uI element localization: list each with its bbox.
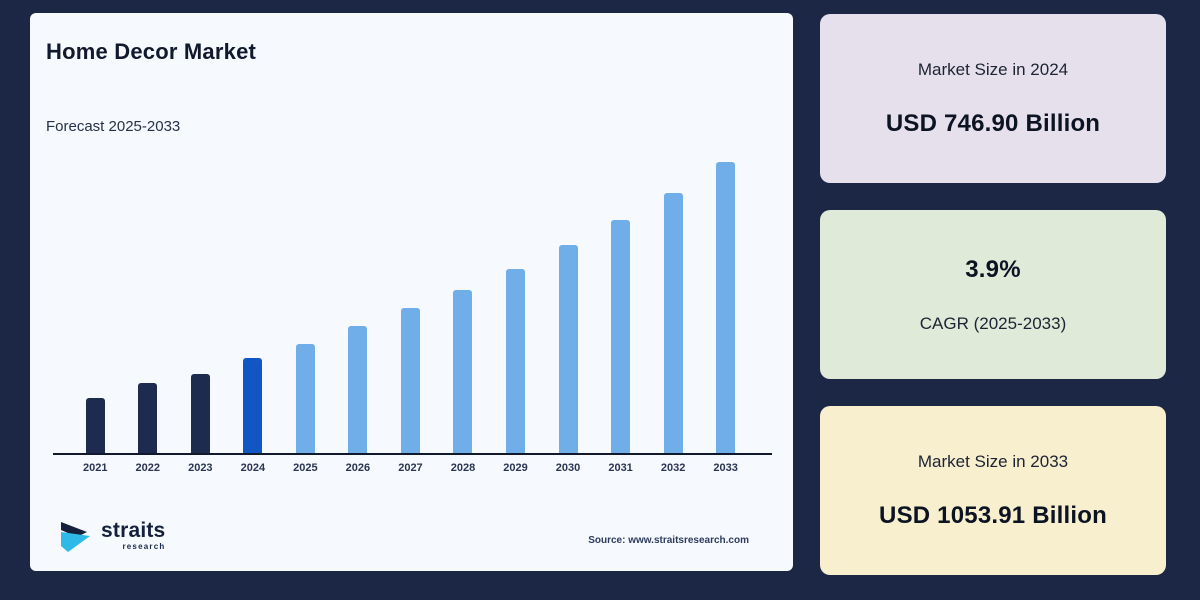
bar-column: 2022: [122, 153, 175, 474]
cagr-card: 3.9% CAGR (2025-2033): [820, 210, 1166, 379]
stat-label: CAGR (2025-2033): [919, 313, 1067, 333]
bar-column: 2021: [69, 153, 122, 474]
bar-2029: [506, 269, 526, 453]
bar-2022: [138, 383, 158, 453]
bar-chart: 2021 2022 2023 2024 2025 2026 2027 2028 2029 2030…: [53, 153, 772, 474]
stat-label: Market Size in 2024: [917, 59, 1069, 79]
bar-2027: [400, 308, 420, 453]
year-label: 2031: [608, 462, 633, 474]
bar-column: 2025: [279, 153, 332, 474]
year-label: 2023: [188, 462, 213, 474]
bar-column: 2029: [489, 153, 542, 474]
year-label: 2024: [240, 462, 266, 474]
bar-column: 2031: [594, 153, 647, 474]
year-label: 2025: [293, 462, 318, 474]
bar-column: 2033: [699, 153, 752, 474]
year-label: 2027: [398, 462, 423, 474]
year-label: 2028: [450, 462, 476, 474]
year-label: 2021: [83, 462, 108, 474]
stat-value: 3.9%: [965, 255, 1021, 283]
bar-column: 2027: [384, 153, 437, 474]
bar-2033: [716, 162, 736, 453]
bar-2021: [85, 398, 105, 453]
bar-2023: [190, 374, 210, 453]
stat-value: USD 746.90 Billion: [885, 109, 1101, 137]
source-text: Source: www.straitsresearch.com: [588, 535, 749, 546]
logo-text: straits research: [101, 520, 165, 551]
stat-label: Market Size in 2033: [917, 451, 1069, 471]
bar-column: 2028: [437, 153, 490, 474]
bar-2025: [295, 344, 315, 453]
straits-research-logo: straits research: [56, 515, 165, 555]
logo-arrow-icon: [56, 515, 96, 555]
bar-2024: [243, 358, 263, 453]
year-label: 2033: [713, 462, 738, 474]
stat-cards-column: Market Size in 2024 USD 746.90 Billion 3…: [820, 14, 1166, 602]
page-title: Home Decor Market: [46, 39, 257, 64]
bar-chart-bars: 2021 2022 2023 2024 2025 2026 2027 2028 2029 2030…: [69, 153, 752, 474]
chart-card: Home Decor Market Forecast 2025-2033 202…: [30, 13, 793, 571]
bar-2026: [348, 326, 368, 453]
year-label: 2022: [135, 462, 161, 474]
bar-column: 2032: [647, 153, 700, 474]
logo-subname: research: [122, 541, 166, 551]
market-size-2033-card: Market Size in 2033 USD 1053.91 Billion: [820, 406, 1166, 575]
bar-2031: [611, 220, 631, 453]
bar-column: 2024: [227, 153, 280, 474]
year-label: 2032: [660, 462, 686, 474]
bar-column: 2026: [332, 153, 385, 474]
forecast-subtitle: Forecast 2025-2033: [46, 118, 181, 135]
bar-2030: [558, 245, 578, 453]
year-label: 2030: [555, 462, 581, 474]
bar-2028: [453, 290, 473, 453]
year-label: 2026: [345, 462, 371, 474]
bar-column: 2030: [542, 153, 595, 474]
bar-2032: [663, 193, 683, 453]
market-size-2024-card: Market Size in 2024 USD 746.90 Billion: [820, 14, 1166, 183]
logo-name: straits: [101, 518, 166, 542]
stat-value: USD 1053.91 Billion: [879, 501, 1107, 529]
year-label: 2029: [503, 462, 528, 474]
bar-column: 2023: [174, 153, 227, 474]
